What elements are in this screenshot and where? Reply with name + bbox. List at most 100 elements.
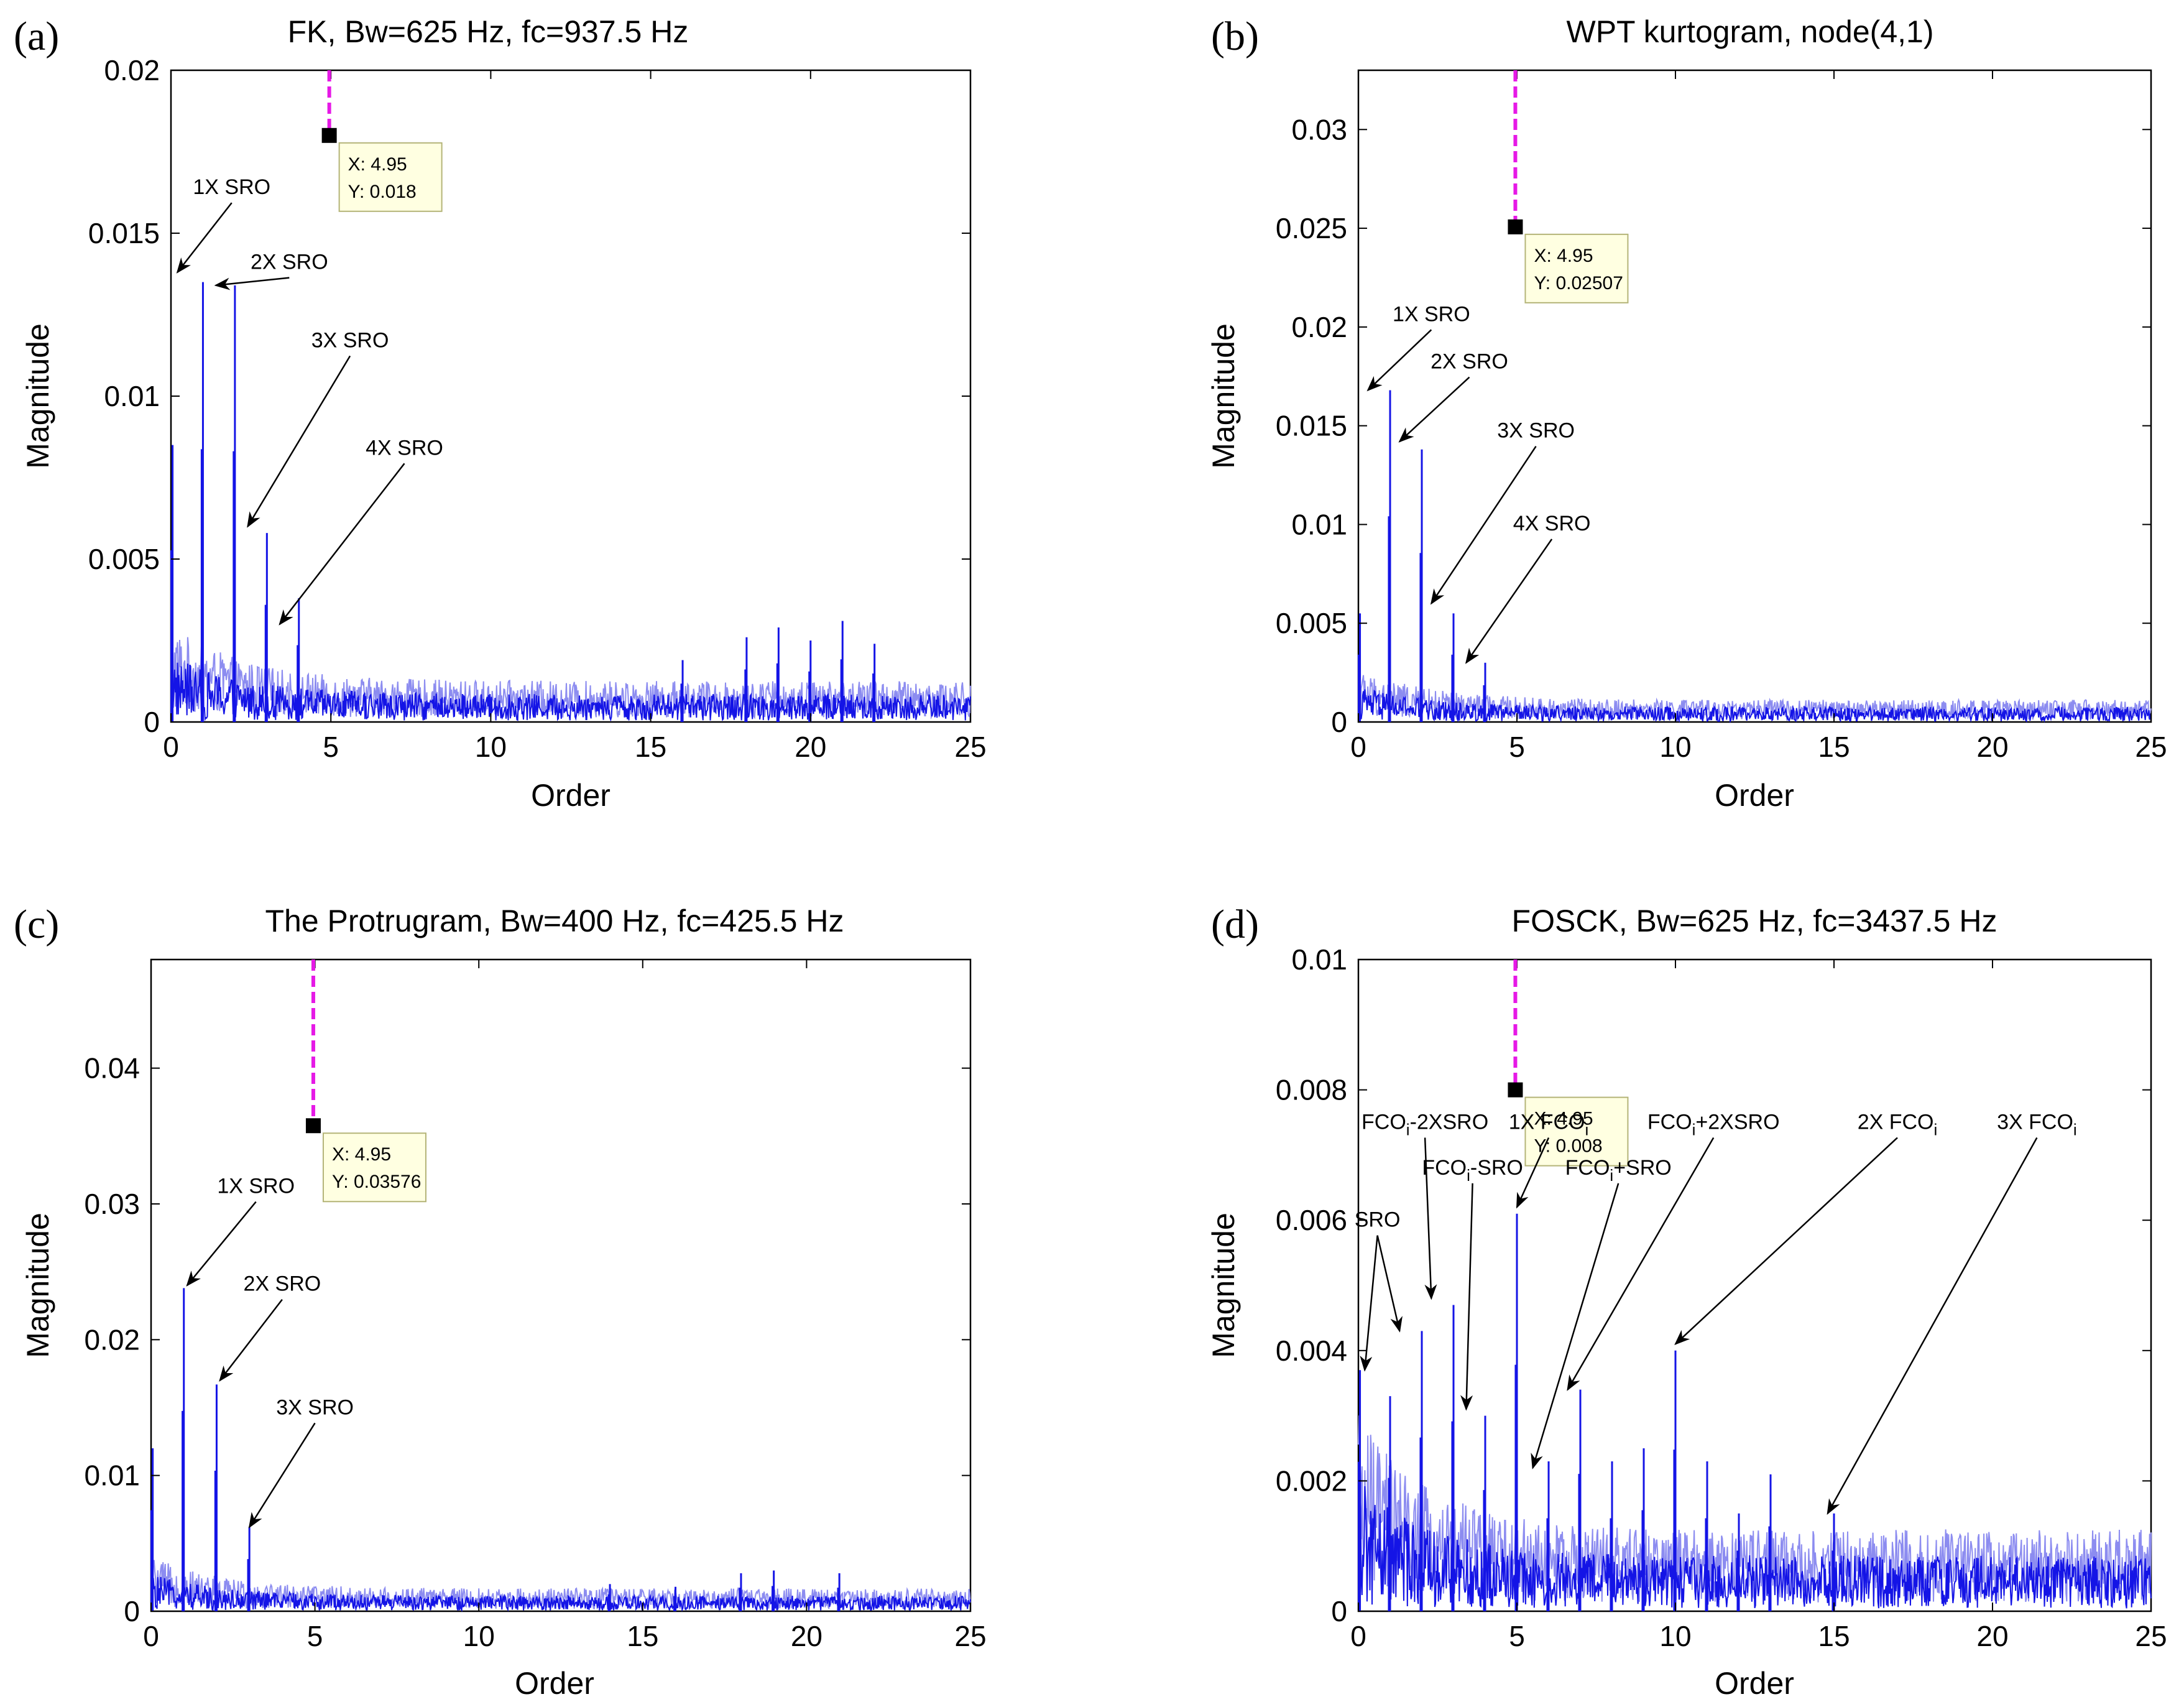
datatip-x-label: X: 4.95 [1534, 246, 1593, 266]
y-tick-label: 0.02 [84, 1323, 140, 1356]
y-tick-label: 0.004 [1276, 1335, 1347, 1367]
chart-title: WPT kurtogram, node(4,1) [1567, 14, 1934, 49]
x-tick-label: 15 [1818, 731, 1850, 763]
x-tick-label: 20 [1976, 731, 2008, 763]
annotation-arrow [1430, 445, 1537, 605]
y-tick-label: 0.015 [88, 217, 160, 249]
spectrum-line-light [150, 1560, 971, 1611]
x-axis-label: Order [1715, 1666, 1794, 1701]
spectrum-line [1358, 1486, 2152, 1609]
datatip-box [1524, 233, 1629, 303]
datatip-x-label: X: 4.95 [1534, 1109, 1593, 1129]
annotation-label: 1X SRO [1393, 302, 1470, 326]
spectrum-line [150, 1576, 971, 1612]
plot-marks: 0 5 10 15 20 25 0 0.005 0.01 0.015 0.02 X: 4.95 Y: 0… [88, 54, 987, 763]
datatip-x-label: X: 4.95 [348, 154, 407, 175]
plot-marks: 0 5 10 15 20 25 0 0.005 0.01 0.015 0.02 0.025 0.03 X:… [1276, 70, 2167, 763]
x-tick-label: 15 [1818, 1620, 1850, 1652]
annotation-label: 3X SRO [311, 328, 389, 352]
y-tick-label: 0.02 [1291, 311, 1347, 343]
x-tick-label: 0 [1350, 1620, 1366, 1652]
annotation-arrow [1366, 329, 1432, 392]
y-tick-label: 0.01 [104, 380, 160, 412]
x-tick-label: 5 [307, 1620, 323, 1652]
datatip-y-label: Y: 0.018 [348, 182, 417, 202]
annotation-arrow [247, 355, 351, 528]
y-tick-label: 0.03 [1291, 113, 1347, 146]
annotation-label: 2X SRO [244, 1272, 321, 1296]
datatip-marker [1508, 1082, 1523, 1098]
annotation-label: SRO [1355, 1208, 1401, 1232]
annotation-arrow [219, 1298, 283, 1382]
datatip-marker [1508, 219, 1523, 234]
panel-tag: (a) [14, 14, 59, 59]
panel-tag: (c) [14, 902, 59, 947]
x-tick-label: 0 [1350, 731, 1366, 763]
panel-c: (c) The Protrugram, Bw=400 Hz, fc=425.5 … [14, 902, 987, 1701]
x-tick-label: 10 [463, 1620, 495, 1652]
y-tick-label: 0.008 [1276, 1074, 1347, 1106]
datatip-box [338, 142, 443, 212]
y-axis-label: Magnitude [1206, 323, 1241, 469]
y-tick-label: 0.015 [1276, 410, 1347, 442]
x-tick-label: 15 [635, 731, 666, 763]
datatip-y-label: Y: 0.02507 [1534, 273, 1623, 294]
datatip-y-label: Y: 0.03576 [332, 1172, 421, 1192]
annotation-arrow [186, 1201, 257, 1287]
y-axis-label: Magnitude [1206, 1213, 1241, 1358]
x-tick-label: 20 [791, 1620, 822, 1652]
panel-a: (a) FK, Bw=625 Hz, fc=937.5 Hz 0 5 10 15 20 2… [14, 14, 987, 813]
annotation-arrow [1398, 376, 1470, 443]
chart-title: The Protrugram, Bw=400 Hz, fc=425.5 Hz [265, 904, 844, 938]
annotation-arrow [176, 202, 233, 274]
panel-tag: (d) [1211, 902, 1259, 947]
annotation-label: 2X SRO [251, 251, 328, 274]
plot-area [1357, 958, 2152, 1612]
y-tick-label: 0.02 [104, 54, 160, 86]
x-tick-label: 25 [2135, 731, 2167, 763]
plot-area [1357, 69, 2152, 723]
y-tick-label: 0.01 [1291, 943, 1347, 976]
panel-b: (b) WPT kurtogram, node(4,1) 0 5 10 15 20 250… [1206, 14, 2167, 813]
x-tick-label: 10 [1659, 731, 1691, 763]
plot-marks: 0 5 10 15 20 25 0 0.002 0.004 0.006 0.008 0.01 X: 4.… [1276, 943, 2167, 1652]
y-tick-label: 0 [144, 706, 160, 738]
y-tick-label: 0.01 [1291, 508, 1347, 540]
datatip-box [322, 1132, 426, 1203]
y-tick-label: 0.04 [84, 1052, 140, 1085]
x-tick-label: 5 [1509, 1620, 1525, 1652]
y-tick-label: 0 [1331, 1595, 1347, 1627]
datatip-marker [321, 127, 337, 143]
x-tick-label: 20 [1976, 1620, 2008, 1652]
chart-title: FOSCK, Bw=625 Hz, fc=3437.5 Hz [1512, 904, 1997, 938]
y-tick-label: 0 [1331, 706, 1347, 738]
x-tick-label: 10 [475, 731, 507, 763]
spectrum-line [1358, 688, 2152, 723]
x-tick-label: 5 [323, 731, 339, 763]
annotation-arrow [1567, 1137, 1715, 1391]
annotation-arrow [1531, 1183, 1620, 1469]
x-tick-label: 25 [954, 731, 986, 763]
y-axis-label: Magnitude [21, 323, 55, 469]
y-tick-label: 0.025 [1276, 212, 1347, 244]
annotation-arrow [1516, 1137, 1550, 1209]
panel-d: (d) FOSCK, Bw=625 Hz, fc=3437.5 Hz 0 5 10 1… [1206, 902, 2167, 1701]
plot-area [150, 958, 972, 1612]
y-tick-label: 0.005 [1276, 607, 1347, 639]
annotation-arrow [1465, 539, 1553, 664]
y-tick-label: 0 [124, 1595, 140, 1627]
x-tick-label: 5 [1509, 731, 1525, 763]
annotation-label: 4X SRO [1513, 512, 1591, 535]
annotation-arrow [1376, 1235, 1403, 1333]
spectrum-line [170, 662, 971, 722]
x-tick-label: 25 [954, 1620, 986, 1652]
x-axis-label: Order [1715, 778, 1794, 813]
annotation-arrow [214, 277, 290, 290]
y-tick-label: 0.005 [88, 543, 160, 575]
x-tick-label: 10 [1659, 1620, 1691, 1652]
annotation-arrow [1424, 1137, 1437, 1300]
chart-title: FK, Bw=625 Hz, fc=937.5 Hz [288, 14, 689, 49]
x-tick-label: 0 [143, 1620, 159, 1652]
annotation-label: 2X SRO [1431, 350, 1508, 374]
